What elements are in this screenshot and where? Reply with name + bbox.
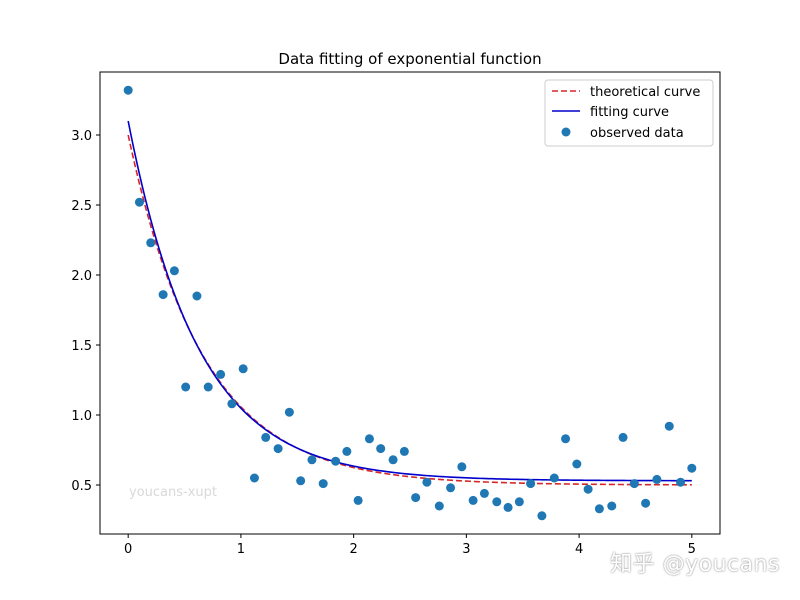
observed-data-point — [342, 446, 352, 456]
observed-data-point — [446, 483, 456, 493]
x-tick-label: 4 — [575, 542, 583, 557]
legend-label-theoretical: theoretical curve — [590, 85, 700, 100]
observed-data-point — [434, 501, 444, 511]
legend-swatch-observed — [561, 127, 571, 137]
observed-data-point — [307, 455, 317, 465]
curves-layer — [127, 120, 692, 486]
observed-data-point — [158, 290, 168, 300]
y-tick-label: 1.0 — [71, 409, 92, 424]
observed-data-point — [284, 407, 294, 417]
y-tick-label: 3.0 — [71, 129, 92, 144]
observed-data-point — [572, 459, 582, 469]
observed-data-point — [216, 369, 226, 379]
observed-data-point — [203, 382, 213, 392]
chart-title: Data fitting of exponential function — [278, 50, 541, 68]
observed-data-point — [376, 444, 386, 454]
observed-data-point — [123, 85, 133, 95]
observed-data-point — [641, 498, 651, 508]
x-tick-label: 2 — [349, 542, 357, 557]
legend-box — [544, 79, 714, 147]
observed-data-point — [227, 399, 237, 409]
y-tick-label: 2.5 — [71, 199, 92, 214]
x-tick-label: 0 — [124, 542, 132, 557]
observed-data-point — [457, 462, 467, 472]
observed-data-point — [503, 502, 513, 512]
observed-data-point — [331, 456, 341, 466]
observed-data-point — [249, 473, 259, 483]
observed-data-point — [169, 266, 179, 276]
legend-label-observed: observed data — [590, 126, 684, 141]
observed-data-point — [618, 432, 628, 442]
observed-data-point — [296, 476, 306, 486]
observed-data-point — [687, 463, 697, 473]
observed-data-point — [537, 511, 547, 521]
observed-data-point — [273, 444, 283, 454]
corner-watermark: 知乎 @youcans — [610, 552, 780, 577]
observed-data-point — [594, 504, 604, 514]
observed-data-point — [652, 474, 662, 484]
observed-data-point — [549, 473, 559, 483]
observed-data-point — [676, 477, 686, 487]
y-tick-label: 1.5 — [71, 339, 92, 354]
observed-data-point — [468, 495, 478, 505]
observed-data-point — [514, 497, 524, 507]
observed-data-point — [238, 364, 248, 374]
observed-data-point — [134, 197, 144, 207]
observed-data-point — [492, 497, 502, 507]
x-tick-label: 5 — [688, 542, 696, 557]
observed-data-point — [422, 477, 432, 487]
observed-data-point — [479, 488, 489, 498]
chart-watermark: youcans-xupt — [129, 485, 217, 500]
observed-data-point — [607, 501, 617, 511]
observed-data-point — [146, 238, 156, 248]
observed-data-point — [353, 495, 363, 505]
plot-area-background — [100, 72, 720, 534]
observed-data-point — [388, 455, 398, 465]
observed-data-point — [526, 479, 536, 489]
y-tick-label: 2.0 — [71, 269, 92, 284]
observed-data-point — [561, 434, 571, 444]
legend: theoretical curve fitting curve observed… — [544, 79, 714, 147]
observed-data-point — [318, 479, 328, 489]
points-layer — [123, 85, 697, 521]
plot-frame — [99, 71, 721, 535]
observed-data-point — [364, 434, 374, 444]
x-tick-label: 1 — [237, 542, 245, 557]
observed-data-point — [399, 446, 409, 456]
observed-data-point — [411, 493, 421, 503]
observed-data-point — [181, 382, 191, 392]
observed-data-point — [261, 432, 271, 442]
observed-data-point — [192, 291, 202, 301]
x-tick-label: 3 — [462, 542, 470, 557]
y-axis: 0.5 1.0 1.5 2.0 2.5 3.0 — [71, 129, 100, 494]
legend-label-fitting: fitting curve — [590, 105, 669, 120]
observed-data-point — [664, 421, 674, 431]
observed-data-point — [629, 479, 639, 489]
y-tick-label: 0.5 — [71, 479, 92, 494]
fitting-curve-line — [127, 120, 692, 482]
observed-data-point — [583, 484, 593, 494]
x-axis: 0 1 2 3 4 5 — [124, 534, 696, 557]
